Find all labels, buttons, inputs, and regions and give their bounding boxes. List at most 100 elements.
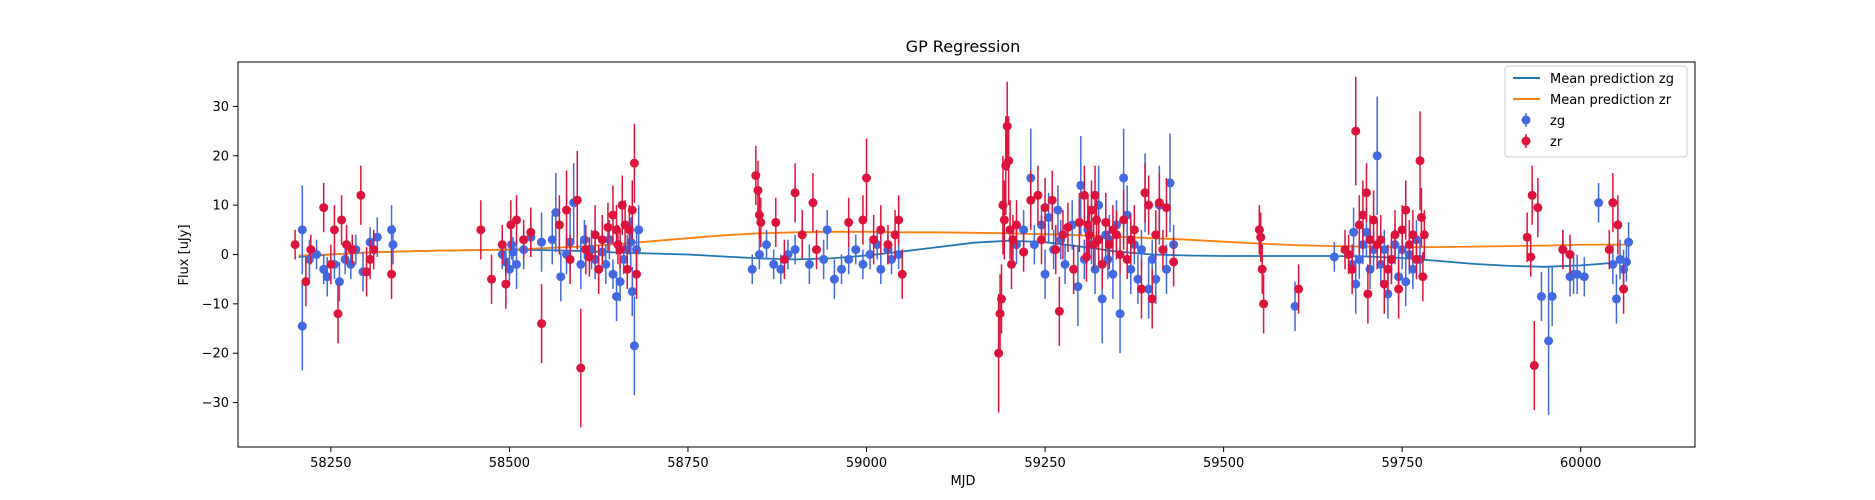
data-point-zr <box>1411 239 1421 280</box>
marker-zr <box>999 215 1009 225</box>
marker-zg <box>1165 178 1175 188</box>
marker-zg <box>304 254 314 264</box>
marker-zg <box>1119 173 1129 183</box>
data-point-zr <box>1354 195 1364 255</box>
marker-zr <box>1361 188 1371 198</box>
y-axis-label: Flux [uJy] <box>177 224 192 285</box>
marker-zr <box>1383 264 1393 274</box>
marker-zr <box>1063 222 1073 232</box>
x-tick-label: 60000 <box>1560 456 1601 471</box>
data-point-zg <box>537 212 547 272</box>
marker-zr <box>1047 195 1057 205</box>
data-point-zr <box>1119 190 1129 250</box>
data-point-zg <box>547 215 557 265</box>
data-point-zr <box>1526 237 1536 277</box>
marker-zg <box>372 232 382 242</box>
marker-zr <box>1086 205 1096 215</box>
marker-zr <box>1129 225 1139 235</box>
data-point-zg <box>1351 254 1361 314</box>
data-point-zg <box>504 254 514 285</box>
data-point-zg <box>876 254 886 285</box>
marker-zr <box>1608 198 1618 208</box>
marker-zr <box>487 274 497 284</box>
data-point-zr <box>894 195 904 245</box>
marker-zr <box>1122 254 1132 264</box>
marker-zg <box>508 247 518 257</box>
x-tick-label: 58500 <box>489 456 530 471</box>
data-point-zr <box>1418 252 1428 302</box>
marker-zr <box>1604 245 1614 255</box>
marker-zr <box>319 203 329 213</box>
data-point-zr <box>1086 180 1096 240</box>
data-point-zr <box>387 249 397 299</box>
data-point-zr <box>487 254 497 304</box>
marker-zg <box>1544 336 1554 346</box>
data-point-zg <box>1151 254 1161 304</box>
marker-zr <box>1256 232 1266 242</box>
data-point-zg <box>1108 249 1118 299</box>
data-point-zr <box>1074 192 1084 253</box>
data-point-zr <box>1604 229 1614 270</box>
marker-zg <box>1147 254 1157 264</box>
data-point-zr <box>869 215 879 265</box>
marker-zr <box>1040 203 1050 213</box>
data-point-zr <box>512 195 522 245</box>
data-point-zr <box>1002 81 1012 171</box>
marker-zg <box>629 341 639 351</box>
marker-zr <box>883 240 893 250</box>
marker-zg <box>804 259 814 269</box>
marker-zr <box>1257 264 1267 274</box>
marker-zr <box>844 217 854 227</box>
marker-zr <box>1079 190 1089 200</box>
data-point-zr <box>347 234 357 265</box>
data-point-zr <box>1347 244 1357 294</box>
marker-zg <box>1354 254 1364 264</box>
data-point-zr <box>526 207 536 257</box>
marker-zr <box>995 309 1005 319</box>
data-point-zr <box>290 229 300 260</box>
data-point-zr <box>1415 111 1425 211</box>
marker-zg <box>388 240 398 250</box>
marker-zr <box>1354 220 1364 230</box>
x-tick-label: 58250 <box>310 456 351 471</box>
data-point-zr <box>1097 239 1107 290</box>
data-point-zr <box>1115 234 1125 275</box>
marker-zr <box>1347 264 1357 274</box>
marker-zr <box>858 215 868 225</box>
legend-label-mean-zr: Mean prediction zr <box>1550 93 1672 108</box>
data-point-zr <box>1294 264 1304 314</box>
marker-zr <box>996 294 1006 304</box>
marker-zr <box>387 269 397 279</box>
y-axis: −30 −20 −10 0 10 20 30 <box>202 100 238 411</box>
marker-zr <box>1147 294 1157 304</box>
y-tick-label: 10 <box>212 199 229 214</box>
data-point-zr <box>1158 229 1168 270</box>
marker-zr <box>1401 205 1411 215</box>
marker-zg <box>844 254 854 264</box>
data-point-zg <box>1053 185 1063 235</box>
x-axis-label: MJD <box>950 474 975 489</box>
marker-zr <box>562 205 572 215</box>
data-point-zr <box>1140 163 1150 223</box>
data-point-zg <box>1611 274 1621 324</box>
marker-zr <box>1411 254 1421 264</box>
marker-zg <box>604 235 614 245</box>
data-point-zr <box>476 200 486 260</box>
marker-zg <box>319 264 329 274</box>
marker-zr <box>1390 230 1400 240</box>
marker-zr <box>629 158 639 168</box>
marker-zr <box>519 235 529 245</box>
data-point-zr <box>753 160 763 220</box>
marker-zr <box>1404 240 1414 250</box>
data-point-zr <box>1613 195 1623 255</box>
data-point-zr <box>1033 165 1043 225</box>
data-point-zr <box>1006 239 1016 290</box>
data-point-zr <box>897 249 907 299</box>
chart-title: GP Regression <box>906 37 1021 56</box>
marker-zr <box>1527 190 1537 200</box>
data-point-zg <box>844 244 854 275</box>
data-point-zr <box>883 224 893 265</box>
marker-zg <box>829 274 839 284</box>
data-point-zr <box>576 308 586 428</box>
data-point-zg <box>1372 96 1382 216</box>
